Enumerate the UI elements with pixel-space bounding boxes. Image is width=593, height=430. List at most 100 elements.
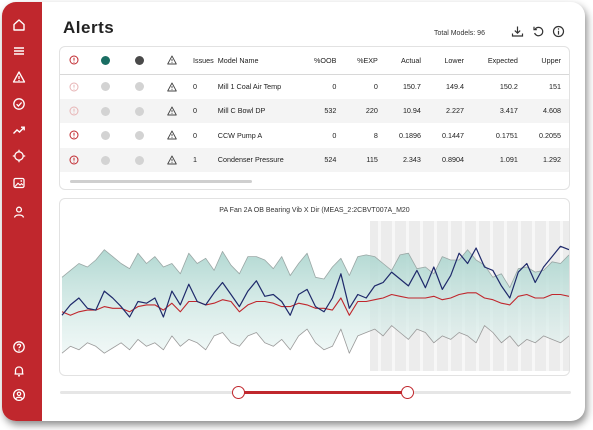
header-lower[interactable]: Lower xyxy=(430,47,475,75)
row-status-dot xyxy=(100,106,110,116)
warning-icon xyxy=(166,82,177,92)
row-active-cell[interactable] xyxy=(88,98,122,123)
upper-bound-line xyxy=(61,249,569,289)
row-alert-cell[interactable] xyxy=(60,98,88,123)
chart-title: PA Fan 2A OB Bearing Vib X Dir (MEAS_2:2… xyxy=(219,207,410,214)
cell-oob: 524 xyxy=(302,147,347,172)
header-oob[interactable]: %OOB xyxy=(302,47,347,75)
cell-exp: 220 xyxy=(346,98,388,123)
table-row[interactable]: 0 CCW Pump A 0 8 0.1896 0.1447 0.1751 0.2055 xyxy=(60,123,569,148)
lower-bound-line xyxy=(61,325,569,354)
header-expected[interactable]: Expected xyxy=(474,47,528,75)
cell-lower: 149.4 xyxy=(446,82,465,91)
header-active-col[interactable] xyxy=(88,47,122,75)
cell-model-name[interactable]: Condenser Pressure xyxy=(213,147,303,172)
bell-icon[interactable] xyxy=(12,364,26,378)
cell-expected: 150.2 xyxy=(499,82,518,91)
image-icon[interactable] xyxy=(12,176,26,190)
trend-chart-card: PA Fan 2A OB Bearing Vib X Dir (MEAS_2:2… xyxy=(59,198,570,376)
active-status-dot xyxy=(100,56,110,66)
table-header-row: Issues Model Name %OOB %EXP Actual Lower… xyxy=(60,47,569,75)
cell-lower: 2.227 xyxy=(430,98,475,123)
time-range-selection[interactable] xyxy=(237,391,407,394)
cell-exp: 0 xyxy=(373,82,378,91)
cell-upper: 151 xyxy=(549,82,561,91)
trend-icon[interactable] xyxy=(12,123,26,137)
row-warning-cell[interactable] xyxy=(156,123,187,148)
cell-model-name[interactable]: CCW Pump A xyxy=(217,130,263,140)
download-icon[interactable] xyxy=(511,25,524,38)
expected-line xyxy=(61,292,569,316)
info-icon[interactable] xyxy=(552,25,565,38)
warning-icon[interactable] xyxy=(12,70,26,84)
app-window: Alerts Total Models: 96 xyxy=(2,2,585,421)
target-icon[interactable] xyxy=(12,149,26,163)
trend-chart[interactable] xyxy=(60,199,570,376)
user-icon[interactable] xyxy=(12,205,26,219)
cell-expected: 1.091 xyxy=(474,147,528,172)
row-alert-cell[interactable] xyxy=(60,123,88,148)
header-model-name[interactable]: Model Name xyxy=(213,47,303,75)
alert-circle-icon xyxy=(69,155,79,165)
actual-line xyxy=(61,245,569,318)
alerts-table: Issues Model Name %OOB %EXP Actual Lower… xyxy=(60,47,569,172)
range-start-handle[interactable] xyxy=(231,386,245,399)
account-icon[interactable] xyxy=(12,388,26,402)
cell-actual: 2.343 xyxy=(387,147,431,172)
row-status-dot xyxy=(100,82,110,92)
header-upper[interactable]: Upper xyxy=(527,47,569,75)
table-row[interactable]: 1 Condenser Pressure 524 115 2.343 0.8904 1.09… xyxy=(60,147,569,172)
alert-circle-icon xyxy=(69,106,79,116)
row-active-cell[interactable] xyxy=(88,123,122,148)
range-end-handle[interactable] xyxy=(400,386,414,399)
page-title: Alerts xyxy=(63,18,115,37)
help-icon[interactable] xyxy=(12,340,26,354)
table-row[interactable]: 0 Mill 1 Coal Air Temp 0 0 150.7 149.4 150.2 15… xyxy=(60,74,569,99)
sidebar xyxy=(2,2,42,421)
cell-oob: 0 xyxy=(332,82,337,91)
warning-icon xyxy=(166,55,177,65)
cell-model-name[interactable]: Mill 1 Coal Air Temp xyxy=(217,82,282,91)
header-inactive-col[interactable] xyxy=(122,47,156,75)
main-panel: Alerts Total Models: 96 xyxy=(42,2,585,421)
header-actual[interactable]: Actual xyxy=(387,47,431,75)
cell-issues: 0 xyxy=(193,130,197,140)
table-row[interactable]: 0 Mill C Bowl DP 532 220 10.94 2.227 3.417 4.60… xyxy=(60,98,569,123)
warning-icon xyxy=(166,130,177,140)
home-icon[interactable] xyxy=(12,18,26,32)
row-alert-cell[interactable] xyxy=(60,74,88,99)
table-horizontal-scrollbar[interactable] xyxy=(70,180,252,183)
row-inactive-cell[interactable] xyxy=(122,147,156,172)
row-active-cell[interactable] xyxy=(88,74,122,99)
refresh-icon[interactable] xyxy=(532,25,545,38)
cell-issues: 1 xyxy=(187,147,214,172)
row-warning-cell[interactable] xyxy=(156,74,187,99)
cell-actual: 0.1896 xyxy=(398,130,421,140)
header-exp[interactable]: %EXP xyxy=(346,47,388,75)
row-warning-cell[interactable] xyxy=(156,98,187,123)
alerts-table-card: Issues Model Name %OOB %EXP Actual Lower… xyxy=(59,46,570,190)
warning-icon xyxy=(166,155,177,165)
header-issues[interactable]: Issues xyxy=(187,47,214,75)
cell-exp: 8 xyxy=(373,130,378,140)
row-inactive-cell[interactable] xyxy=(122,74,156,99)
check-circle-icon[interactable] xyxy=(12,97,26,111)
cell-model-name[interactable]: Mill C Bowl DP xyxy=(213,98,303,123)
row-status-dot xyxy=(100,155,110,165)
menu-icon[interactable] xyxy=(12,44,26,58)
row-active-cell[interactable] xyxy=(88,147,122,172)
row-status-dot xyxy=(134,82,144,92)
row-alert-cell[interactable] xyxy=(60,147,88,172)
row-inactive-cell[interactable] xyxy=(122,123,156,148)
cell-lower: 0.1447 xyxy=(442,130,465,140)
row-warning-cell[interactable] xyxy=(156,147,187,172)
header-alert-col[interactable] xyxy=(60,47,88,75)
cell-oob: 0 xyxy=(332,130,337,140)
row-inactive-cell[interactable] xyxy=(122,98,156,123)
row-status-dot xyxy=(134,131,144,141)
total-models-label: Total Models: 96 xyxy=(434,30,485,37)
header-warning-col[interactable] xyxy=(156,47,187,75)
alert-circle-icon xyxy=(69,130,79,140)
alert-circle-icon xyxy=(69,82,79,92)
row-status-dot xyxy=(134,155,144,165)
